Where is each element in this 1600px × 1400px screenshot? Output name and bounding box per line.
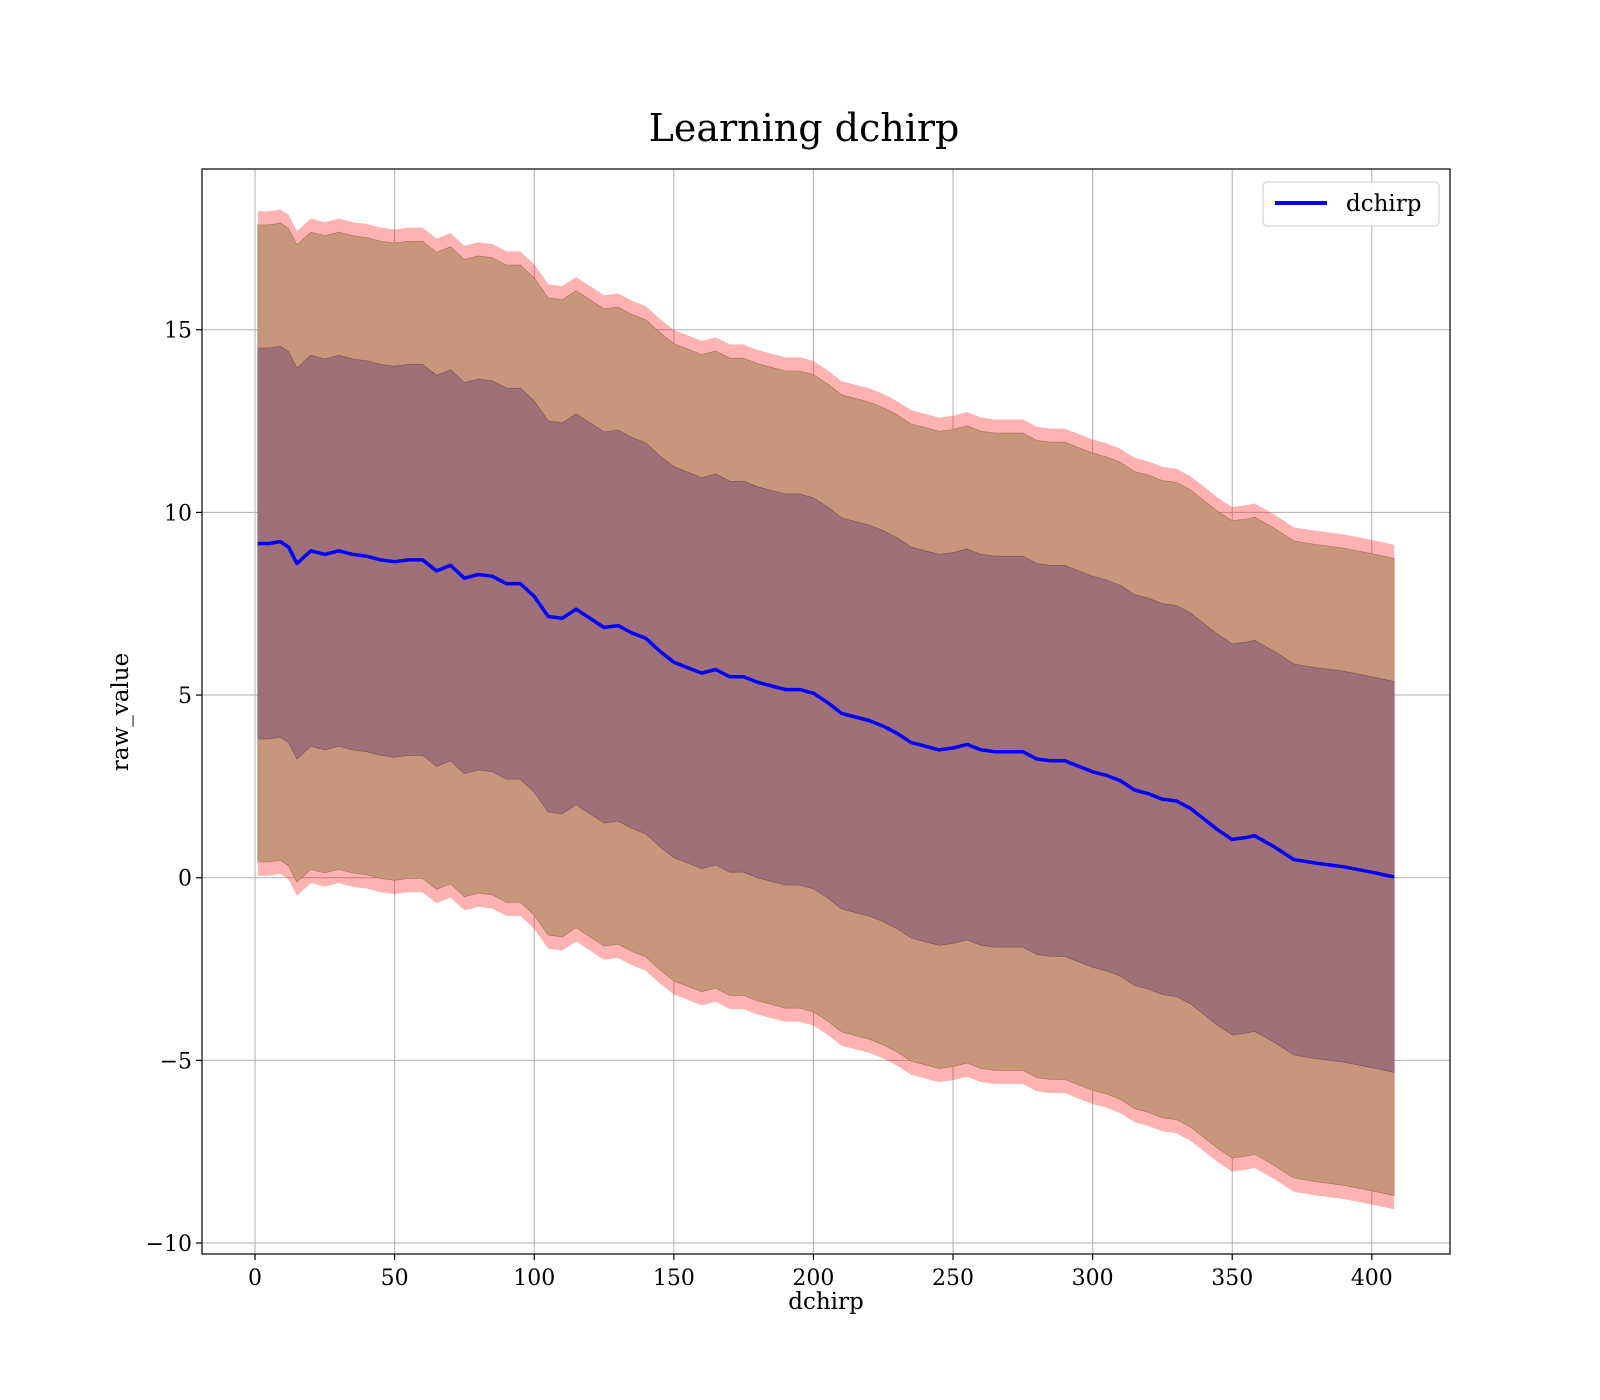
- x-tick-label: 250: [932, 1266, 974, 1291]
- lines: [257, 539, 1395, 879]
- y-axis-label: raw_value: [108, 653, 134, 771]
- y-tick-label: 5: [178, 684, 192, 709]
- legend: dchirp: [1262, 181, 1440, 227]
- bands: [257, 209, 1395, 1210]
- y-tick-label: 10: [164, 501, 192, 526]
- chart-title: Learning dchirp: [649, 106, 960, 150]
- x-tick-label: 400: [1351, 1266, 1393, 1291]
- series-line-dchirp: [257, 539, 1395, 879]
- legend-box: [1262, 181, 1440, 227]
- ticks: 0 50 100 150 200 250 300 350 400 −10 −5 0 5 10 15: [146, 319, 1393, 1291]
- y-tick-label: −10: [146, 1232, 192, 1257]
- x-tick-label: 100: [513, 1266, 555, 1291]
- x-tick-label: 0: [248, 1266, 262, 1291]
- y-tick-label: −5: [160, 1049, 192, 1074]
- x-tick-label: 300: [1072, 1266, 1114, 1291]
- x-tick-label: 50: [381, 1266, 409, 1291]
- x-tick-label: 200: [792, 1266, 834, 1291]
- x-tick-label: 150: [653, 1266, 695, 1291]
- legend-label: dchirp: [1346, 191, 1422, 217]
- x-tick-label: 350: [1211, 1266, 1253, 1291]
- plot-frame: [201, 168, 1451, 1255]
- x-axis-label: dchirp: [788, 1289, 864, 1315]
- y-tick-label: 0: [178, 867, 192, 892]
- y-tick-label: 15: [164, 319, 192, 344]
- band-1sigma: [257, 345, 1395, 1073]
